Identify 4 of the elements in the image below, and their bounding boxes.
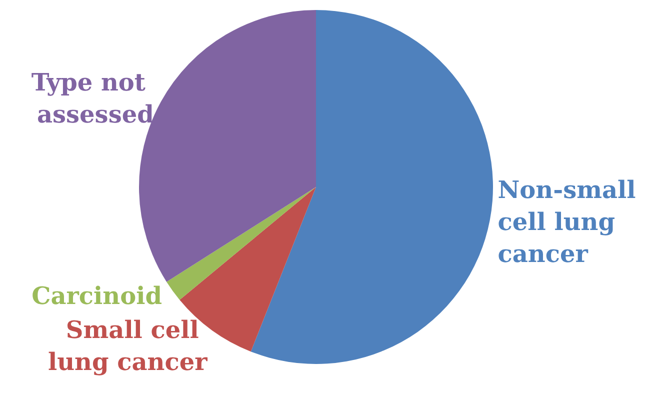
slice-label: Non-small cell lung cancer [498, 175, 644, 268]
slice-label: Type not assessed [31, 67, 154, 128]
slice-label: Carcinoid [32, 281, 162, 310]
slice-label: Small cell lung cancer [48, 315, 208, 376]
